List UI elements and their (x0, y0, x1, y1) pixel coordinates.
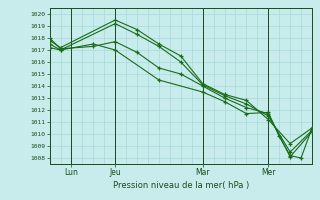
X-axis label: Pression niveau de la mer( hPa ): Pression niveau de la mer( hPa ) (113, 181, 249, 190)
